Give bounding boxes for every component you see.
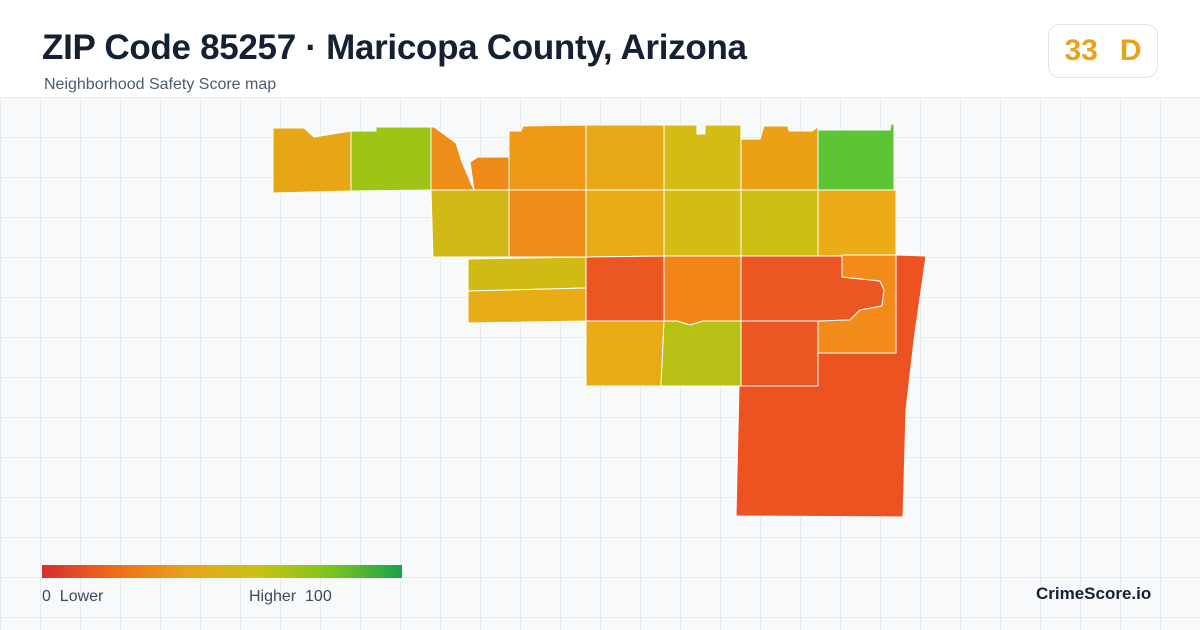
map-region[interactable] bbox=[469, 156, 510, 191]
map-region[interactable] bbox=[430, 126, 475, 191]
score-grade: D bbox=[1119, 34, 1142, 67]
map-region[interactable] bbox=[663, 189, 742, 257]
map-region[interactable] bbox=[740, 189, 819, 257]
map-region[interactable] bbox=[467, 256, 587, 292]
map-region[interactable] bbox=[467, 287, 587, 324]
map-region[interactable] bbox=[350, 126, 432, 192]
page-subtitle: Neighborhood Safety Score map bbox=[44, 76, 277, 93]
map-region[interactable] bbox=[740, 125, 819, 191]
brand-logo-text[interactable]: CrimeScore.io bbox=[1036, 584, 1152, 603]
legend-low-label: 0 Lower bbox=[42, 588, 103, 606]
map-region[interactable] bbox=[508, 124, 587, 191]
score-badge: 33 D bbox=[1048, 24, 1158, 78]
legend-color-scale bbox=[42, 565, 402, 578]
header: ZIP Code 85257 · Maricopa County, Arizon… bbox=[0, 0, 1200, 97]
map-region[interactable] bbox=[508, 189, 587, 258]
map-region[interactable] bbox=[663, 124, 742, 191]
map-region[interactable] bbox=[817, 123, 895, 191]
legend-min-value: 0 bbox=[42, 588, 51, 605]
legend-max-value: 100 bbox=[305, 588, 332, 605]
map-region[interactable] bbox=[585, 189, 665, 258]
map-region[interactable] bbox=[585, 255, 665, 322]
map-region[interactable] bbox=[735, 254, 927, 518]
map-region[interactable] bbox=[663, 255, 742, 326]
map-region[interactable] bbox=[272, 127, 352, 194]
map-region[interactable] bbox=[817, 189, 897, 257]
legend-max-label: Higher bbox=[249, 588, 297, 605]
score-value: 33 bbox=[1064, 34, 1098, 67]
legend-high-label: Higher 100 bbox=[249, 588, 332, 606]
legend-min-label: Lower bbox=[59, 588, 104, 605]
map-region[interactable] bbox=[585, 124, 665, 191]
page-title: ZIP Code 85257 · Maricopa County, Arizon… bbox=[42, 28, 747, 67]
map-region[interactable] bbox=[430, 189, 510, 258]
map-region[interactable] bbox=[660, 320, 742, 387]
map-region[interactable] bbox=[740, 320, 819, 387]
map-region[interactable] bbox=[585, 320, 665, 387]
